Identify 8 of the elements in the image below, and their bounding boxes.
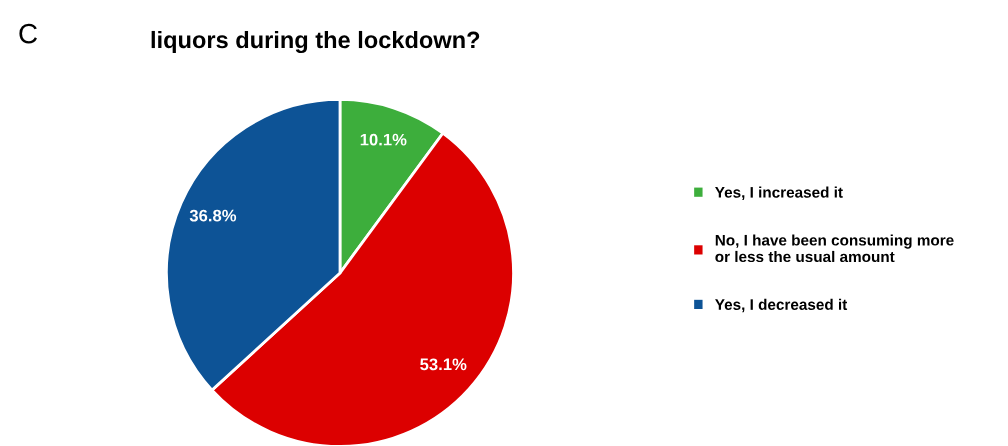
legend-label: Yes, I increased it	[715, 186, 843, 200]
chart-title: liquors during the lockdown?	[151, 30, 480, 54]
text: C	[19, 23, 37, 44]
data-label: 10.1%	[360, 133, 407, 146]
data-label: 53.1%	[420, 358, 467, 371]
data-label: 36.8%	[189, 209, 237, 222]
legend-label: No, I have been consuming more or less the usual amount	[715, 234, 954, 263]
legend-label: Yes, I decreased it	[715, 298, 848, 313]
